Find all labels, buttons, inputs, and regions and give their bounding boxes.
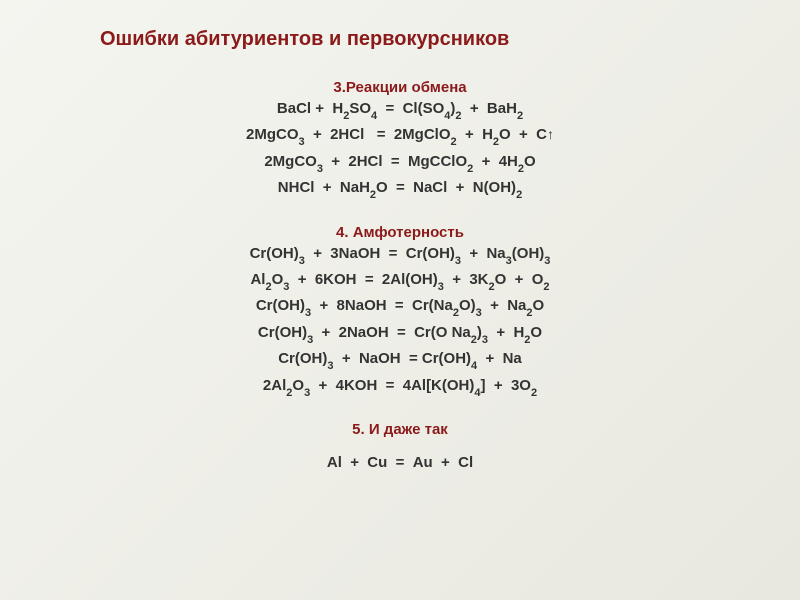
page-title: Ошибки абитуриентов и первокурсников [100, 28, 760, 51]
equation: 2Al2O3 + 4KOH = 4Al[K(OH)4] + 3O2 [40, 375, 760, 399]
equation: BaCl + H2SO4 = Cl(SO4)2 + BaH2 [40, 98, 760, 122]
equation: NHCl + NaH2O = NaCl + N(OH)2 [40, 177, 760, 201]
section5-header: 5. И даже так [40, 421, 760, 438]
section4-header: 4. Амфотерность [40, 224, 760, 241]
equation: 2MgCO3 + 2HCl = MgCClO2 + 4H2O [40, 151, 760, 175]
equation: Cr(OH)3 + NaOH = Cr(OH)4 + Na [40, 348, 760, 372]
equation: Al + Cu = Au + Cl [40, 452, 760, 473]
equation: Al2O3 + 6KOH = 2Al(OH)3 + 3K2O + O2 [40, 269, 760, 293]
equation: 2MgCO3 + 2HCl = 2MgClO2 + H2O + C↑ [40, 124, 760, 148]
equation: Cr(OH)3 + 2NaOH = Cr(O Na2)3 + H2O [40, 322, 760, 346]
section3-header: 3.Реакции обмена [40, 79, 760, 96]
equation: Cr(OH)3 + 3NaOH = Cr(OH)3 + Na3(OH)3 [40, 243, 760, 267]
equation: Cr(OH)3 + 8NaOH = Cr(Na2O)3 + Na2O [40, 295, 760, 319]
